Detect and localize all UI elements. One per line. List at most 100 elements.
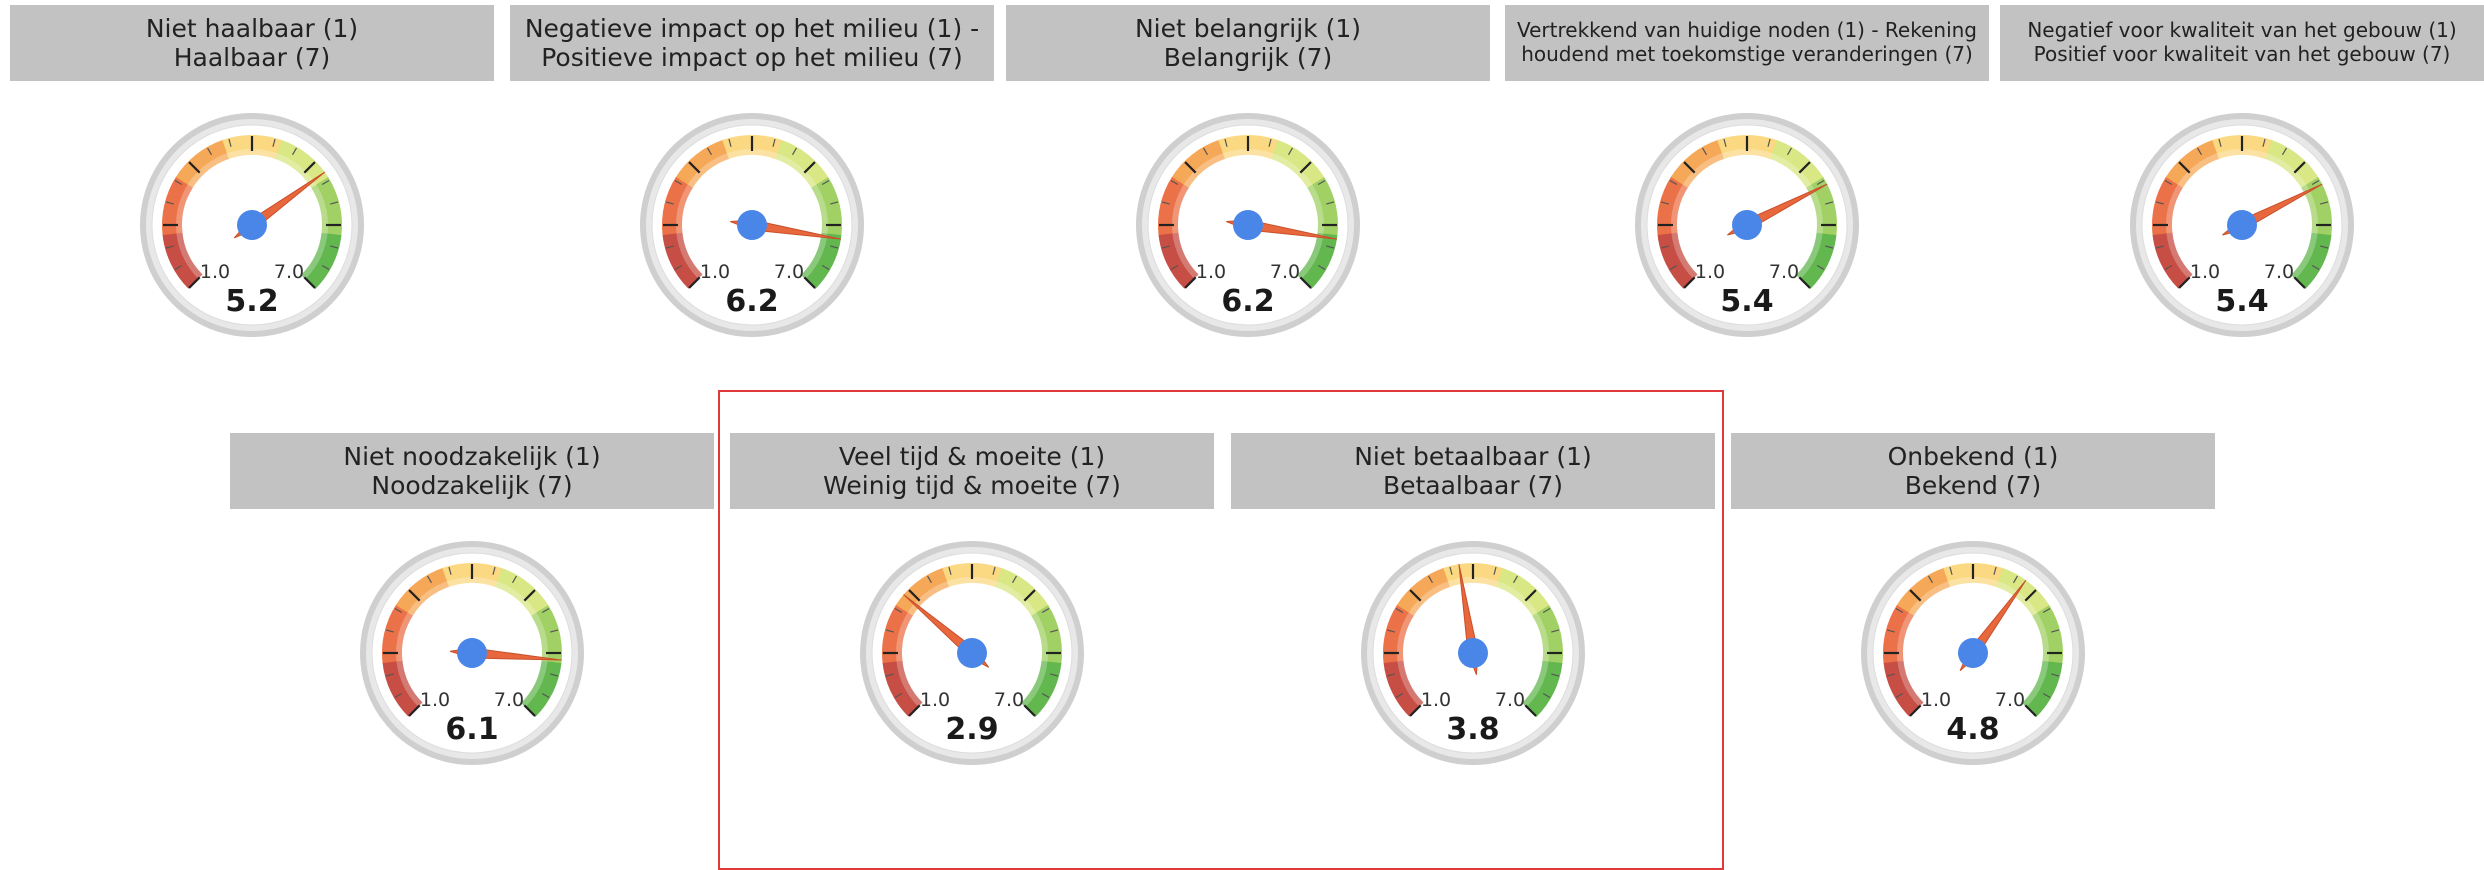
gauge-title-line-1: Negatief voor kwaliteit van het gebouw (… [2027,18,2457,43]
gauge-hub [1458,638,1488,668]
gauge-minor-tick [511,575,518,584]
gauge-minor-tick [1317,179,1326,186]
gauge-minor-tick [1825,245,1834,249]
gauge-color-band [495,568,549,617]
gauge-dial: 1.0 7.05.4 [1635,113,1859,337]
gauge-card: Niet haalbaar (1) Haalbaar (7) 1.0 7.0 5.2 [10,5,494,405]
gauge-minor-tick [385,673,394,677]
gauge-color-band [1171,139,1226,188]
gauge-minor-tick [926,575,933,584]
gauge-hub [1958,638,1988,668]
gauge-minor-tick [2320,201,2329,205]
gauge-color-band [2022,660,2063,718]
gauge-minor-tick [1011,575,1018,584]
gauge-title-line-1: Niet haalbaar (1) [145,13,359,43]
gauge-minor-tick [894,692,903,699]
gauge-minor-tick [1816,179,1825,186]
gauge-color-band [1796,232,1837,290]
gauge-minor-tick [1551,629,1560,633]
gauge-minor-tick [1395,607,1404,614]
gauge-minor-tick [1287,147,1294,156]
gauge-minor-tick [385,629,394,633]
gauge-color-band [2165,139,2220,188]
gauge-title-line-1: Vertrekkend van huidige noden (1) - Reke… [1517,18,1977,43]
gauge-major-tick [2024,589,2037,602]
gauge-minor-tick [492,566,496,575]
gauge-color-band [1996,568,2050,617]
gauge-card: Veel tijd & moeite (1) Weinig tijd & moe… [730,433,1214,833]
gauge-major-tick [1683,276,1696,289]
gauge-minor-tick [1161,201,1170,205]
gauge-value-label: 5.4 [1720,284,1773,319]
gauge-color-band [1532,605,1563,664]
gauge-minor-tick [394,692,403,699]
gauge-hub [1233,210,1263,240]
gauge-minor-tick [885,673,894,677]
gauge-color-band [2152,176,2183,236]
gauge-min-label: 1.0 [1921,689,1951,711]
gauge-dial: 1.0 7.04.8 [1861,541,2085,765]
gauge-dial: 1.0 7.06.2 [640,113,864,337]
gauge-minor-tick [550,673,559,677]
gauge-minor-tick [1886,673,1895,677]
gauge-color-band [1307,177,1338,236]
gauge-minor-tick [1326,201,1335,205]
highlight-box [718,390,1724,870]
gauge-minor-tick [174,264,183,271]
gauge-dial: 1.0 7.02.9 [860,541,1084,765]
gauge-color-band [1670,139,1725,188]
gauge-minor-tick [665,245,674,249]
gauge-color-band [1522,660,1563,718]
gauge-minor-tick [1161,245,1170,249]
gauge-card: Negatief voor kwaliteit van het gebouw (… [2000,5,2484,405]
gauge-minor-tick [2155,245,2164,249]
gauge-title-line-2: Belangrijk (7) [1163,43,1333,72]
gauge-minor-tick [1202,147,1209,156]
gauge-minor-tick [2051,673,2060,677]
gauge-color-band [1496,568,1550,617]
gauge-title: Niet belangrijk (1) Belangrijk (7) [1006,5,1490,81]
gauge-title: Niet noodzakelijk (1) Noodzakelijk (7) [230,433,714,509]
gauge-hub [237,210,267,240]
gauge-minor-tick [321,179,330,186]
gauge-minor-tick [1386,629,1395,633]
gauge-card: Niet noodzakelijk (1) Noodzakelijk (7) 1… [230,433,714,833]
gauge-color-band [2291,232,2332,290]
gauge-major-tick [408,704,421,717]
gauge-minor-tick [1449,566,1453,575]
gauge-band-highlight [1671,149,1823,279]
gauge-minor-tick [2311,264,2320,271]
gauge-minor-tick [1949,566,1953,575]
gauge-minor-tick [1927,575,1934,584]
gauge-color-band [301,232,342,290]
gauge-min-label: 1.0 [1196,261,1226,283]
gauge-band-highlight [676,149,828,279]
gauge-min-label: 1.0 [200,261,230,283]
gauge-value-label: 5.2 [225,284,278,319]
gauge-minor-tick [1041,607,1050,614]
gauge-hub [737,210,767,240]
gauge-max-label: 7.0 [494,689,524,711]
gauge-minor-tick [1660,245,1669,249]
gauge-minor-tick [1050,673,1059,677]
gauge-color-band [382,604,413,664]
gauge-max-label: 7.0 [994,689,1024,711]
gauge-minor-tick [165,201,174,205]
gauge-major-tick [523,589,536,602]
gauge-minor-tick [728,138,732,147]
gauge-minor-tick [1317,264,1326,271]
gauge-minor-tick [2042,607,2051,614]
gauge-band-highlight [176,149,328,279]
gauge-color-band [162,176,193,236]
gauge-title: Negatief voor kwaliteit van het gebouw (… [2000,5,2484,81]
gauge-minor-tick [541,607,550,614]
gauge-minor-tick [821,179,830,186]
gauge-minor-tick [1542,692,1551,699]
gauge-color-band [775,140,829,189]
gauge-minor-tick [2196,147,2203,156]
gauge-minor-tick [1326,245,1335,249]
gauge-minor-tick [2051,629,2060,633]
gauge-hub [457,638,487,668]
gauge-value-label: 4.8 [1946,712,1999,747]
gauge-minor-tick [1825,201,1834,205]
